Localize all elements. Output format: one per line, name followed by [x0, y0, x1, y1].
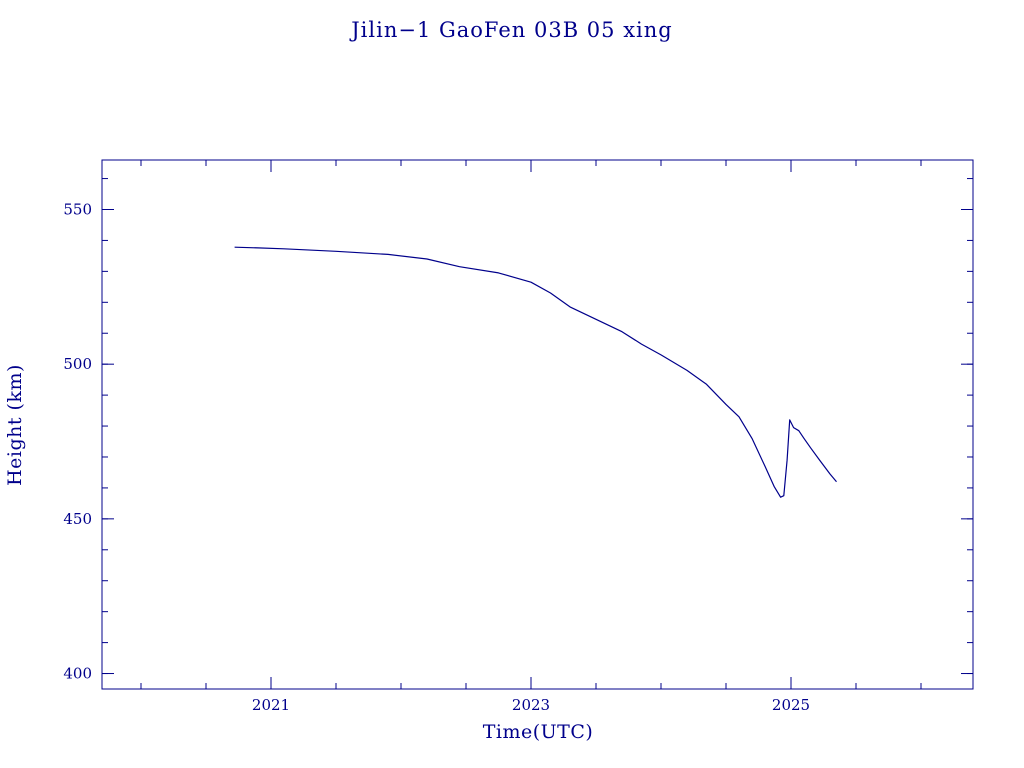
y-tick-label: 500 — [63, 355, 92, 373]
chart-title: Jilin−1 GaoFen 03B 05 xing — [349, 18, 672, 42]
tick-labels: 2021 2023 2025 400 450 500 550 — [63, 200, 810, 714]
y-tick-label: 400 — [63, 665, 92, 683]
y-tick-label: 450 — [63, 510, 92, 528]
x-tick-label: 2023 — [512, 696, 550, 714]
axis-ticks — [102, 160, 973, 689]
x-tick-label: 2021 — [252, 696, 290, 714]
series-line — [234, 246, 837, 498]
x-tick-label: 2025 — [772, 696, 810, 714]
x-axis-label: Time(UTC) — [483, 721, 594, 743]
plot-frame — [101, 159, 974, 690]
y-axis-label: Height (km) — [4, 364, 26, 486]
y-tick-label: 550 — [63, 200, 92, 218]
